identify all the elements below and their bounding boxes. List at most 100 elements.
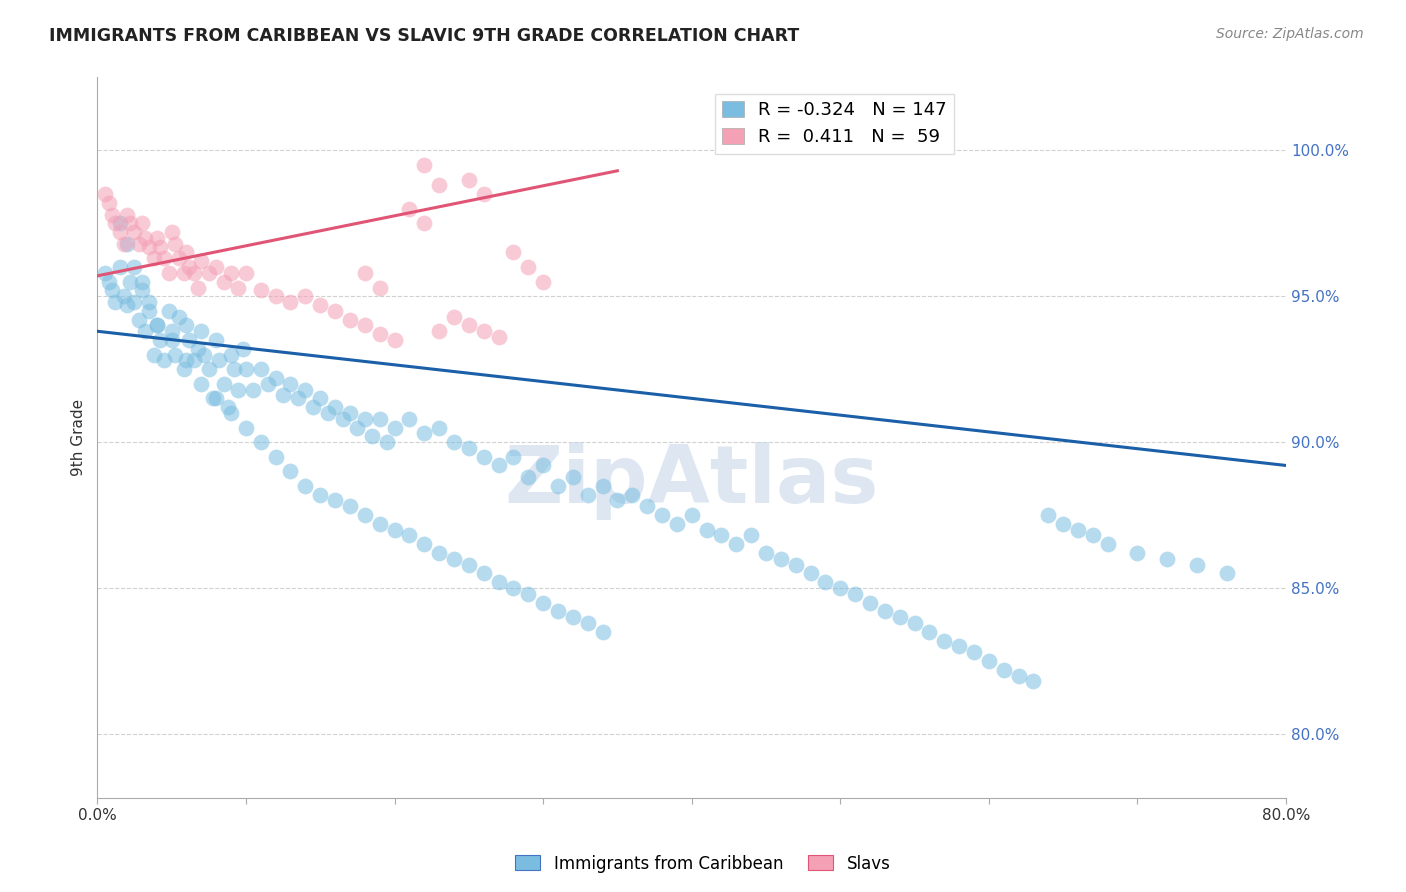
Point	[153, 252, 176, 266]
Point	[934, 633, 956, 648]
Point	[193, 348, 215, 362]
Point	[187, 280, 209, 294]
Point	[413, 158, 436, 172]
Point	[128, 236, 150, 251]
Point	[384, 333, 406, 347]
Point	[413, 216, 436, 230]
Point	[531, 596, 554, 610]
Point	[197, 362, 219, 376]
Text: ZipAtlas: ZipAtlas	[505, 442, 879, 520]
Point	[153, 353, 176, 368]
Point	[235, 420, 257, 434]
Point	[621, 488, 644, 502]
Point	[287, 392, 309, 406]
Point	[457, 172, 479, 186]
Point	[488, 330, 510, 344]
Point	[264, 289, 287, 303]
Point	[190, 376, 212, 391]
Point	[167, 310, 190, 324]
Point	[323, 303, 346, 318]
Point	[443, 551, 465, 566]
Point	[457, 441, 479, 455]
Point	[124, 260, 146, 274]
Point	[138, 295, 160, 310]
Point	[190, 254, 212, 268]
Point	[1156, 551, 1178, 566]
Point	[104, 295, 127, 310]
Point	[561, 610, 583, 624]
Point	[118, 275, 141, 289]
Point	[547, 604, 569, 618]
Point	[814, 575, 837, 590]
Point	[323, 493, 346, 508]
Point	[488, 575, 510, 590]
Point	[353, 318, 375, 333]
Point	[502, 450, 524, 464]
Point	[488, 458, 510, 473]
Point	[183, 353, 205, 368]
Point	[368, 280, 391, 294]
Point	[576, 488, 599, 502]
Point	[242, 383, 264, 397]
Point	[384, 523, 406, 537]
Point	[138, 240, 160, 254]
Point	[769, 551, 792, 566]
Point	[94, 187, 117, 202]
Point	[517, 587, 540, 601]
Point	[157, 303, 180, 318]
Point	[134, 324, 156, 338]
Point	[398, 528, 420, 542]
Point	[1185, 558, 1208, 572]
Point	[294, 383, 316, 397]
Point	[115, 236, 138, 251]
Point	[1052, 516, 1074, 531]
Point	[108, 216, 131, 230]
Point	[517, 260, 540, 274]
Point	[146, 318, 169, 333]
Point	[309, 298, 332, 312]
Point	[413, 426, 436, 441]
Point	[517, 470, 540, 484]
Point	[1067, 523, 1090, 537]
Point	[131, 284, 153, 298]
Point	[219, 266, 242, 280]
Point	[844, 587, 866, 601]
Point	[294, 479, 316, 493]
Point	[124, 295, 146, 310]
Point	[187, 342, 209, 356]
Point	[443, 310, 465, 324]
Point	[1097, 537, 1119, 551]
Point	[1081, 528, 1104, 542]
Point	[398, 411, 420, 425]
Point	[124, 225, 146, 239]
Point	[339, 406, 361, 420]
Point	[636, 500, 658, 514]
Point	[948, 640, 970, 654]
Point	[264, 450, 287, 464]
Point	[725, 537, 748, 551]
Point	[98, 275, 121, 289]
Point	[228, 280, 250, 294]
Point	[179, 260, 201, 274]
Point	[681, 508, 703, 522]
Point	[257, 376, 280, 391]
Point	[157, 266, 180, 280]
Point	[205, 333, 228, 347]
Point	[346, 420, 368, 434]
Point	[212, 376, 235, 391]
Point	[173, 362, 195, 376]
Point	[176, 318, 198, 333]
Point	[427, 178, 450, 193]
Point	[368, 327, 391, 342]
Point	[142, 252, 165, 266]
Point	[98, 195, 121, 210]
Point	[353, 266, 375, 280]
Point	[963, 645, 986, 659]
Point	[142, 348, 165, 362]
Point	[472, 324, 495, 338]
Point	[384, 420, 406, 434]
Point	[1022, 674, 1045, 689]
Point	[427, 546, 450, 560]
Point	[457, 318, 479, 333]
Point	[547, 479, 569, 493]
